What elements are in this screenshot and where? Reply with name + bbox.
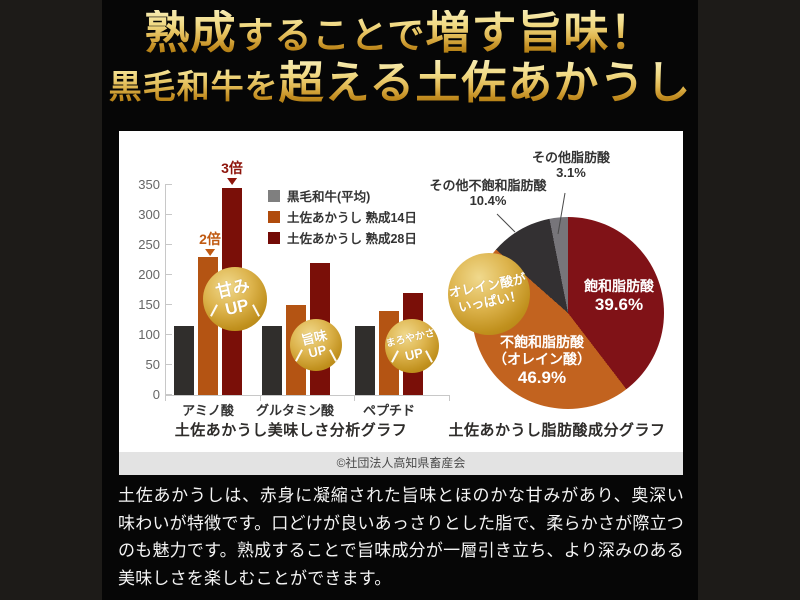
bar-chart-x-axis — [165, 395, 450, 396]
pie-label-saturated-pct: 39.6% — [594, 295, 644, 314]
y-tick-mark — [166, 394, 172, 395]
y-tick-mark — [166, 244, 172, 245]
leader-line-other — [557, 192, 566, 235]
down-arrow-icon — [226, 178, 237, 185]
legend-swatch-aged28 — [268, 231, 280, 244]
annotation-3x-label: 3倍 — [221, 160, 243, 176]
x-category-label: グルタミン酸 — [255, 403, 335, 418]
badge-umami-up-label: 旨味 UP — [299, 327, 329, 361]
legend-swatch-aged14 — [268, 210, 280, 223]
headline: 熟成することで増す旨味！ 黒毛和牛を超える土佐あかうし — [102, 10, 698, 106]
legend-item: 黒毛和牛(平均) — [268, 186, 417, 205]
pie-label-other-unsaturated-pct: 10.4% — [469, 193, 507, 208]
x-tick-mark — [165, 396, 166, 401]
x-tick-mark — [260, 396, 261, 401]
badge-mellowness-up: まろやかさ UP — [385, 319, 439, 373]
y-tick-label: 0 — [152, 387, 160, 402]
pie-label-other: その他脂肪酸 3.1% — [511, 150, 631, 180]
headline-line1-seg2: することで — [236, 13, 426, 57]
pie-label-other-unsaturated: その他不飽和脂肪酸 10.4% — [413, 178, 563, 208]
pie-label-saturated: 飽和脂肪酸 39.6% — [559, 278, 679, 314]
headline-line2: 黒毛和牛を超える土佐あかうし — [102, 60, 698, 106]
annotation-2x-label: 2倍 — [199, 231, 221, 247]
badge-oleic-acid: オレイン酸が いっぱい！ — [448, 253, 530, 335]
pie-label-unsaturated-name: 不飽和脂肪酸 — [500, 334, 584, 350]
y-tick-label: 250 — [138, 237, 160, 252]
bar-chart-title: 土佐あかうし美味しさ分析グラフ — [174, 422, 408, 439]
y-tick-label: 50 — [145, 357, 160, 372]
y-tick-label: 300 — [138, 207, 160, 222]
y-tick-mark — [166, 364, 172, 365]
bar-chart-legend: 黒毛和牛(平均) 土佐あかうし 熟成14日 土佐あかうし 熟成28日 — [268, 186, 417, 247]
annotation-2x: 2倍 — [199, 232, 221, 256]
bar — [174, 326, 194, 395]
legend-item: 土佐あかうし 熟成14日 — [268, 207, 417, 226]
x-category-label: アミノ酸 — [182, 403, 234, 418]
headline-line2-seg1: 黒毛和牛を — [108, 66, 279, 106]
pie-label-saturated-name: 飽和脂肪酸 — [584, 278, 654, 294]
y-tick-mark — [166, 334, 172, 335]
leader-line-other-unsaturated — [496, 213, 516, 233]
legend-swatch-kuroge — [268, 189, 280, 202]
y-tick-mark — [166, 184, 172, 185]
x-tick-mark — [354, 396, 355, 401]
bar — [262, 326, 282, 395]
y-tick-label: 150 — [138, 297, 160, 312]
x-tick-mark — [449, 396, 450, 401]
y-tick-label: 350 — [138, 177, 160, 192]
headline-line1: 熟成することで増す旨味！ — [102, 10, 698, 56]
pie-label-unsaturated-name2: （オレイン酸） — [493, 351, 591, 367]
pie-label-other-pct: 3.1% — [556, 165, 586, 180]
y-tick-label: 100 — [138, 327, 160, 342]
down-arrow-icon — [204, 249, 215, 256]
pie-leader-lines — [496, 192, 566, 235]
y-tick-mark — [166, 214, 172, 215]
y-tick-mark — [166, 304, 172, 305]
badge-oleic-acid-label: オレイン酸が いっぱい！ — [447, 270, 528, 315]
pie-chart-title: 土佐あかうし脂肪酸成分グラフ — [448, 422, 666, 439]
headline-line2-seg2: 超える土佐あかうし — [278, 55, 692, 109]
description-text: 土佐あかうしは、赤身に凝縮された旨味とほのかな甘みがあり、奥深い味わいが特徴です… — [118, 486, 684, 589]
bar-chart-y-axis — [165, 184, 166, 396]
charts-panel: 黒毛和牛(平均) 土佐あかうし 熟成14日 土佐あかうし 熟成28日 2倍 — [119, 131, 683, 475]
legend-label: 黒毛和牛(平均) — [287, 190, 371, 204]
annotation-3x: 3倍 — [221, 161, 243, 185]
content-column: 熟成することで増す旨味！ 黒毛和牛を超える土佐あかうし 黒毛和牛(平均) 土佐あ… — [102, 0, 698, 600]
pie-label-other-name: その他脂肪酸 — [531, 150, 610, 165]
pie-label-unsaturated: 不飽和脂肪酸 （オレイン酸） 46.9% — [472, 334, 612, 387]
y-tick-mark — [166, 274, 172, 275]
legend-label: 土佐あかうし 熟成28日 — [287, 232, 417, 246]
badge-umami-up: 旨味 UP — [290, 319, 342, 371]
pie-label-other-unsaturated-name: その他不飽和脂肪酸 — [429, 178, 547, 193]
badge-sweetness-up-label: 甘み UP — [214, 275, 252, 320]
legend-item: 土佐あかうし 熟成28日 — [268, 228, 417, 247]
headline-line1-seg1: 熟成 — [144, 6, 237, 59]
badge-sweetness-up: 甘み UP — [203, 267, 267, 331]
bar — [355, 326, 375, 395]
copyright: ©社団法人高知県畜産会 — [119, 452, 683, 475]
y-tick-label: 200 — [138, 267, 160, 282]
x-category-label: ペプチド — [362, 403, 416, 418]
headline-line1-seg3: 増す旨味！ — [425, 6, 656, 59]
legend-label: 土佐あかうし 熟成14日 — [287, 211, 417, 225]
pie-label-unsaturated-pct: 46.9% — [517, 368, 567, 387]
badge-mellowness-up-label: まろやかさ UP — [384, 328, 437, 364]
